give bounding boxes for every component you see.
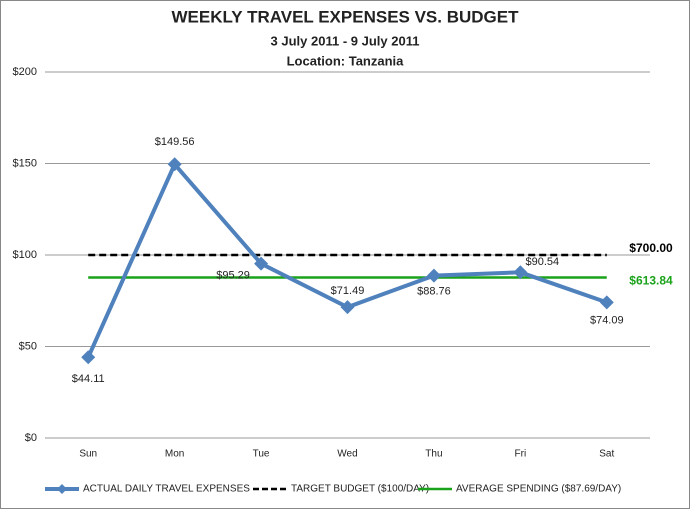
data-label: $88.76 bbox=[417, 285, 451, 297]
y-tick-label: $50 bbox=[19, 340, 37, 352]
data-label: $44.11 bbox=[72, 373, 105, 385]
data-point bbox=[426, 268, 441, 283]
x-tick-label: Mon bbox=[165, 449, 184, 460]
annotation: $700.00 bbox=[629, 241, 673, 255]
data-label: $149.56 bbox=[155, 136, 195, 148]
y-tick-label: $150 bbox=[13, 157, 37, 169]
data-label: $90.54 bbox=[526, 256, 560, 268]
data-point bbox=[340, 300, 355, 315]
y-tick-label: $0 bbox=[25, 432, 37, 444]
legend-label: TARGET BUDGET ($100/DAY) bbox=[291, 484, 429, 495]
data-point bbox=[167, 157, 182, 172]
y-tick-label: $200 bbox=[13, 66, 37, 78]
x-tick-label: Tue bbox=[253, 449, 270, 460]
chart-title: WEEKLY TRAVEL EXPENSES VS. BUDGET bbox=[171, 7, 519, 26]
chart-subtitle: Location: Tanzania bbox=[287, 53, 405, 68]
x-tick-label: Sun bbox=[79, 449, 97, 460]
data-point bbox=[513, 265, 528, 280]
y-tick-label: $100 bbox=[13, 249, 37, 261]
legend-marker bbox=[57, 484, 67, 494]
data-point bbox=[599, 295, 614, 310]
x-tick-label: Fri bbox=[515, 449, 527, 460]
data-label: $95.29 bbox=[216, 270, 250, 282]
legend-label: AVERAGE SPENDING ($87.69/DAY) bbox=[456, 484, 621, 495]
x-tick-label: Sat bbox=[599, 449, 614, 460]
legend-label: ACTUAL DAILY TRAVEL EXPENSES bbox=[83, 484, 250, 495]
data-point bbox=[81, 350, 96, 365]
data-label: $71.49 bbox=[331, 285, 365, 297]
data-label: $74.09 bbox=[590, 314, 624, 326]
x-tick-label: Thu bbox=[425, 449, 442, 460]
annotation: $613.84 bbox=[629, 274, 673, 288]
x-tick-label: Wed bbox=[337, 449, 357, 460]
chart-subtitle: 3 July 2011 - 9 July 2011 bbox=[271, 33, 420, 48]
data-point bbox=[254, 256, 269, 271]
